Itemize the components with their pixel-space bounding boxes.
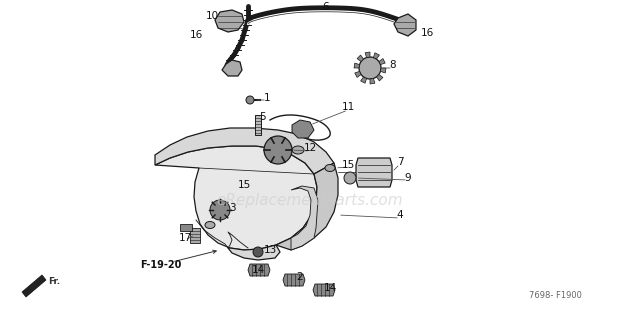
Polygon shape	[215, 10, 244, 32]
Text: 17: 17	[179, 233, 192, 243]
Polygon shape	[355, 71, 361, 78]
Text: 11: 11	[342, 102, 355, 112]
Polygon shape	[228, 245, 280, 260]
Polygon shape	[381, 68, 386, 73]
Polygon shape	[222, 60, 242, 76]
Circle shape	[253, 247, 263, 257]
Text: 1: 1	[264, 93, 270, 103]
Polygon shape	[357, 55, 363, 61]
Text: 5: 5	[260, 112, 267, 122]
Polygon shape	[155, 146, 317, 250]
Polygon shape	[361, 77, 366, 83]
Text: Fr.: Fr.	[48, 277, 60, 286]
Text: 15: 15	[237, 180, 250, 190]
Polygon shape	[22, 275, 46, 297]
Circle shape	[264, 136, 292, 164]
Polygon shape	[313, 284, 335, 296]
Text: 14: 14	[251, 265, 265, 275]
Polygon shape	[248, 264, 270, 276]
Polygon shape	[365, 52, 370, 58]
Ellipse shape	[205, 222, 215, 228]
Polygon shape	[354, 63, 360, 68]
Text: 16: 16	[189, 30, 203, 40]
Text: eReplacementParts.com: eReplacementParts.com	[216, 193, 404, 207]
Text: 7: 7	[397, 157, 404, 167]
Circle shape	[210, 200, 230, 220]
Text: 3: 3	[229, 203, 236, 213]
Polygon shape	[292, 120, 314, 138]
Polygon shape	[356, 158, 392, 187]
Text: 15: 15	[342, 160, 355, 170]
Text: F-19-20: F-19-20	[140, 260, 182, 270]
Circle shape	[246, 96, 254, 104]
Polygon shape	[283, 274, 305, 286]
Text: 14: 14	[324, 283, 337, 293]
Polygon shape	[291, 186, 318, 250]
Polygon shape	[370, 78, 375, 84]
Bar	[190, 228, 200, 243]
Ellipse shape	[325, 165, 335, 171]
Circle shape	[344, 172, 356, 184]
Text: 9: 9	[405, 173, 411, 183]
Text: 4: 4	[397, 210, 404, 220]
Polygon shape	[376, 74, 383, 81]
Polygon shape	[394, 14, 416, 36]
Circle shape	[359, 57, 381, 79]
Ellipse shape	[292, 146, 304, 154]
Text: 7698- F1900: 7698- F1900	[529, 290, 582, 299]
Polygon shape	[379, 59, 385, 64]
Text: 8: 8	[390, 60, 396, 70]
Polygon shape	[276, 163, 338, 250]
Polygon shape	[373, 53, 379, 59]
Text: 16: 16	[420, 28, 433, 38]
Bar	[180, 224, 192, 231]
Text: 10: 10	[205, 11, 219, 21]
Bar	[255, 115, 261, 135]
Text: 12: 12	[303, 143, 317, 153]
Text: 6: 6	[322, 2, 329, 12]
Text: 2: 2	[297, 272, 303, 282]
Text: 13: 13	[264, 245, 277, 255]
Polygon shape	[155, 128, 334, 174]
